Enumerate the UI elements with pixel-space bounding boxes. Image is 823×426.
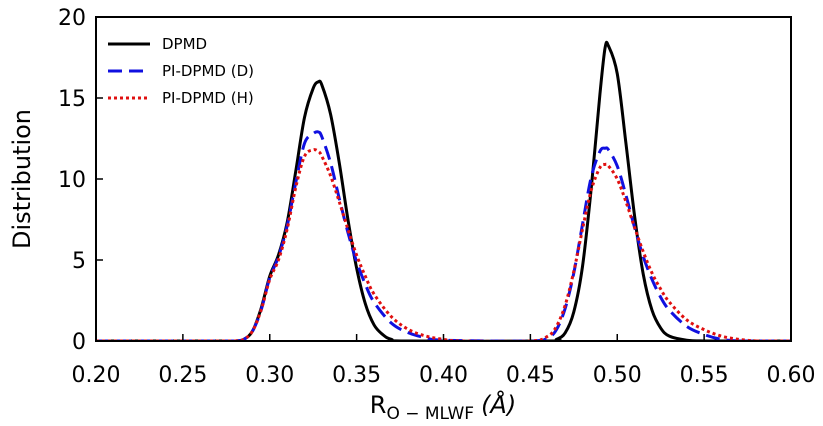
y-tick-label: 5	[72, 249, 86, 274]
x-tick-label: 0.40	[419, 363, 468, 388]
x-tick-label: 0.30	[245, 363, 294, 388]
y-tick-label: 20	[58, 6, 86, 31]
y-tick-label: 10	[58, 168, 86, 193]
y-tick-label: 15	[58, 87, 86, 112]
series-line	[234, 40, 705, 341]
legend-label: PI-DPMD (D)	[162, 62, 254, 80]
x-tick-label: 0.50	[593, 363, 642, 388]
series-layer	[96, 40, 791, 341]
x-tick-label: 0.55	[680, 363, 729, 388]
legend: DPMD PI-DPMD (D) PI-DPMD (H)	[108, 35, 254, 107]
series-line	[234, 130, 740, 341]
x-axis-label-subscript: O − MLWF	[386, 404, 474, 424]
x-tick-label: 0.20	[72, 363, 121, 388]
legend-label: PI-DPMD (H)	[162, 89, 254, 107]
x-tick-label: 0.60	[767, 363, 816, 388]
x-axis-label: RO − MLWF (Å)	[370, 390, 516, 424]
x-tick-label: 0.35	[332, 363, 381, 388]
tick-layer: 0.20 0.25 0.30 0.35 0.40 0.45 0.50 0.55 0.60 0 5 10…	[58, 6, 815, 388]
x-axis-label-main: R	[370, 391, 387, 419]
x-tick-label: 0.45	[506, 363, 555, 388]
y-axis-label: Distribution	[8, 109, 36, 249]
y-tick-label: 0	[72, 330, 86, 355]
legend-label: DPMD	[162, 35, 207, 53]
x-axis-label-unit: (Å)	[481, 390, 516, 419]
series-line	[234, 148, 757, 341]
x-tick-label: 0.25	[158, 363, 207, 388]
